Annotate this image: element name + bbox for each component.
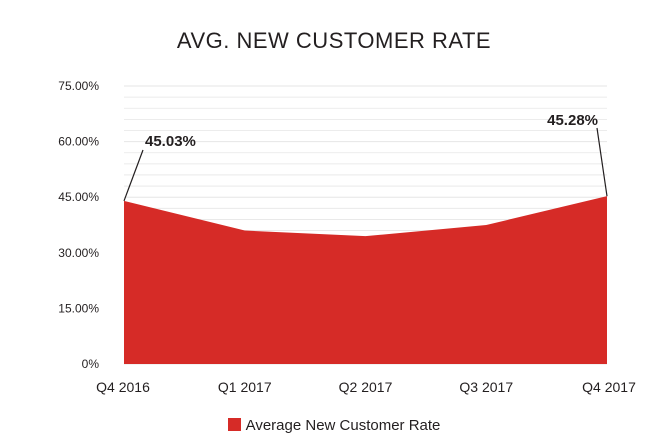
y-tick-label: 30.00% [58,246,99,260]
annotations: 45.03% 45.28% [123,112,608,202]
x-tick-label: Q2 2017 [339,379,393,395]
chart-title: AVG. NEW CUSTOMER RATE [176,28,492,53]
y-axis: 0% 15.00% 30.00% 45.00% 60.00% 75.00% [58,79,99,371]
legend-swatch [227,418,241,431]
annotation-label: 45.28% [547,112,598,129]
y-tick-label: 45.00% [58,190,99,204]
x-tick-label: Q4 2017 [582,379,636,395]
y-tick-label: 0% [82,357,100,371]
legend-label: Average New Customer Rate [245,417,441,434]
y-tick-label: 15.00% [58,301,99,315]
y-tick-label: 75.00% [58,79,99,93]
x-tick-label: Q1 2017 [218,379,272,395]
x-tick-label: Q3 2017 [459,379,513,395]
y-tick-label: 60.00% [58,135,99,149]
annotation-label: 45.03% [145,133,196,150]
x-axis: Q4 2016 Q1 2017 Q2 2017 Q3 2017 Q4 2017 [96,379,636,395]
legend: Average New Customer Rate [0,417,668,434]
series-area [124,196,607,364]
area-layer [123,196,608,364]
x-tick-label: Q4 2016 [96,379,150,395]
annotation-leader [123,149,144,202]
annotation-leader [596,127,608,197]
